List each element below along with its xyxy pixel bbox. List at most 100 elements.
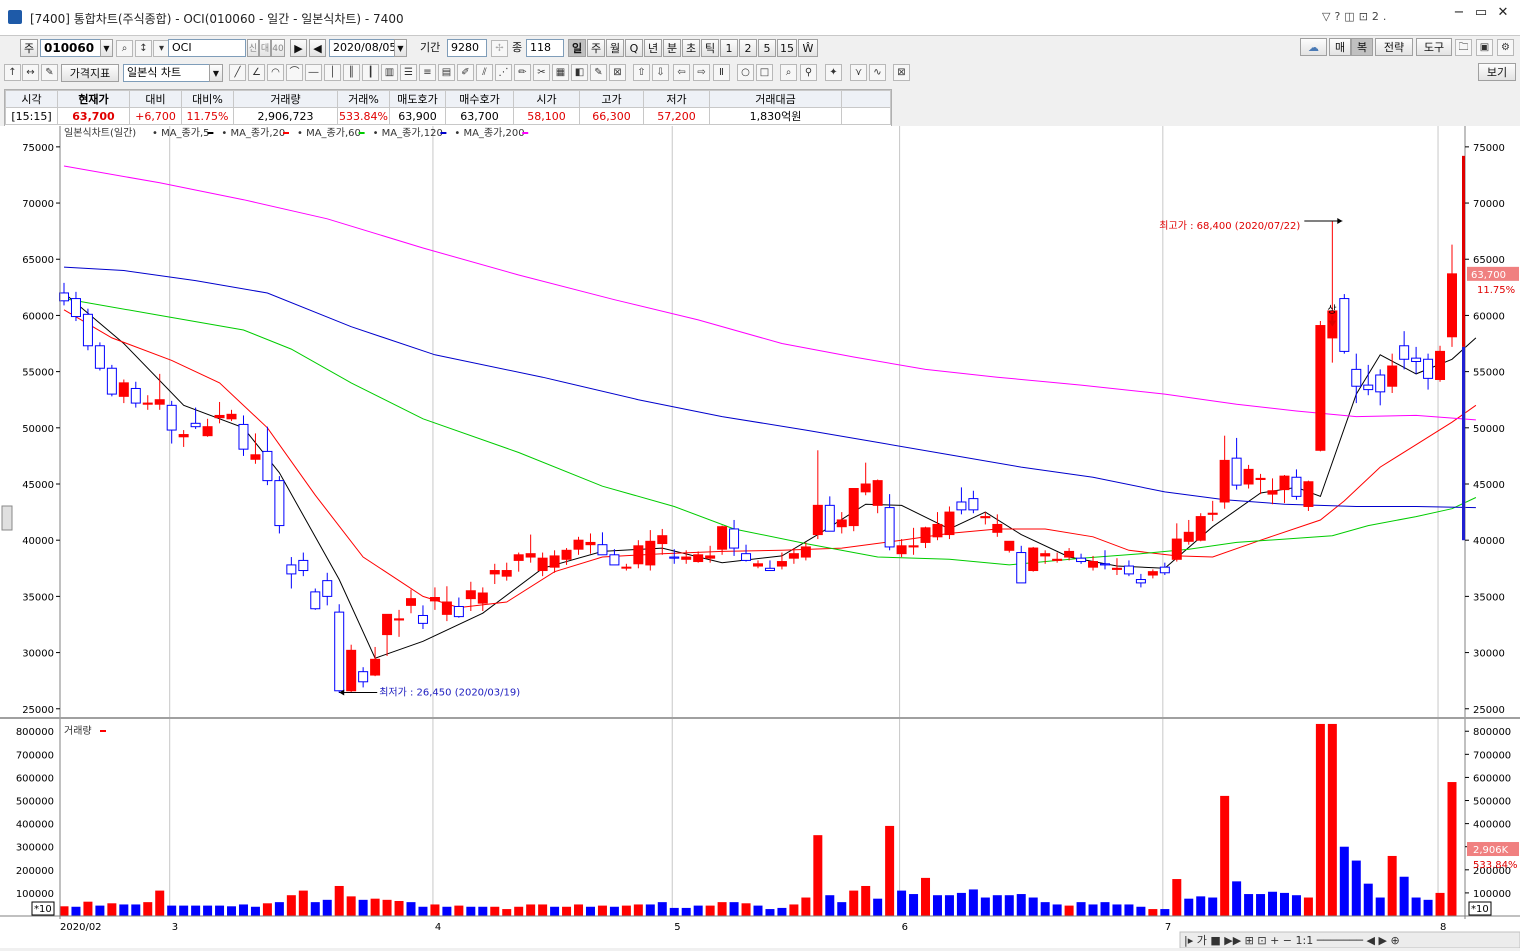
tilt-icon[interactable]: ⋎ xyxy=(850,64,867,81)
volume-bar xyxy=(669,907,679,916)
arrow-up-icon[interactable]: ⇧ xyxy=(633,64,650,81)
volume-bar xyxy=(1208,897,1218,916)
folder-open-icon[interactable]: 🗀 xyxy=(1455,39,1472,56)
period-lines-icon[interactable]: ┃ xyxy=(362,64,379,81)
next-icon[interactable]: ▶ xyxy=(290,39,307,57)
period-year[interactable]: 년 xyxy=(644,39,662,57)
period-quarter[interactable]: Q xyxy=(625,39,643,57)
channel-icon[interactable]: ▤ xyxy=(438,64,455,81)
custom-interval-icon[interactable]: Ŵ xyxy=(798,39,818,57)
buy-button[interactable]: 매 xyxy=(1329,38,1351,56)
brush-icon[interactable]: ✏ xyxy=(514,64,531,81)
interval-1[interactable]: 1 xyxy=(720,39,738,57)
pencil-icon[interactable]: ✐ xyxy=(457,64,474,81)
interval-2[interactable]: 2 xyxy=(739,39,757,57)
interval-5[interactable]: 5 xyxy=(758,39,776,57)
angle-icon[interactable]: ∠ xyxy=(248,64,265,81)
close-icon[interactable]: ✕ xyxy=(1497,5,1509,20)
toolbar-top: 주 010060 ▼ ⌕ ↕ ▾ OCI 신 대 40 ▶ ◀ 2020/08/… xyxy=(0,36,1520,60)
candle-body xyxy=(693,554,704,563)
expand-icon[interactable]: ↔ xyxy=(22,64,39,81)
strategy-button[interactable]: 전략 xyxy=(1375,38,1413,56)
calendar-dropdown-icon[interactable]: ▼ xyxy=(394,39,407,57)
multi-button[interactable]: 복 xyxy=(1351,38,1373,56)
parallel-icon[interactable]: ⫽ xyxy=(476,64,493,81)
chart-area[interactable]: 2020/02 3 4 5 6 7 8 25000 25000 30000 30000 35000 35… xyxy=(0,126,1520,949)
crosshair-icon[interactable]: ✢ xyxy=(491,40,508,57)
volume-bar xyxy=(1172,879,1182,916)
market-select[interactable]: 주 xyxy=(20,39,38,57)
text-icon[interactable]: Ⅱ xyxy=(713,64,730,81)
wave-icon[interactable]: ∿ xyxy=(869,64,886,81)
stock-code-input[interactable]: 010060 xyxy=(40,39,112,57)
zoom-tool-icon[interactable]: ⚲ xyxy=(800,64,817,81)
stock-name-input[interactable]: OCI xyxy=(168,39,246,57)
grid-lines-icon[interactable]: ║ xyxy=(343,64,360,81)
note-icon[interactable]: ✎ xyxy=(590,64,607,81)
period-tick[interactable]: 틱 xyxy=(701,39,719,57)
color-icon[interactable]: ▦ xyxy=(552,64,569,81)
delete-icon[interactable]: ⊠ xyxy=(609,64,626,81)
volume-bar xyxy=(550,906,560,916)
erase-icon[interactable]: ✂ xyxy=(533,64,550,81)
code-dropdown-icon[interactable]: ▼ xyxy=(100,39,113,57)
fan-icon[interactable]: ⌒ xyxy=(286,64,303,81)
period-minute[interactable]: 분 xyxy=(663,39,681,57)
volume-bar xyxy=(1076,902,1086,916)
view-button[interactable]: 보기 xyxy=(1478,63,1516,81)
candle-body xyxy=(1028,547,1039,572)
period-input[interactable]: 9280 xyxy=(447,39,487,57)
candlestick-chart-svg[interactable]: 2020/02 3 4 5 6 7 8 25000 25000 30000 30000 35000 35… xyxy=(0,126,1520,949)
andrews-icon[interactable]: ⋰ xyxy=(495,64,512,81)
fibo-icon[interactable]: ☰ xyxy=(400,64,417,81)
chart-type-select[interactable]: 일본식 차트 xyxy=(123,64,223,82)
sort-icon[interactable]: ↕ xyxy=(135,40,152,57)
maximize-icon[interactable]: ▭ xyxy=(1474,5,1488,20)
price-tick-label-right: 25000 xyxy=(1473,705,1505,716)
cloud-icon[interactable]: ☁ xyxy=(1300,38,1327,56)
upper-limit-arrow-icon xyxy=(1328,315,1337,327)
hline-icon[interactable]: ― xyxy=(305,64,322,81)
edit-icon[interactable]: ✎ xyxy=(41,64,58,81)
prev-icon[interactable]: ◀ xyxy=(309,39,326,57)
period-week[interactable]: 주 xyxy=(587,39,605,57)
period-month[interactable]: 월 xyxy=(606,39,624,57)
retrace-icon[interactable]: ≡ xyxy=(419,64,436,81)
vline-icon[interactable]: │ xyxy=(324,64,341,81)
interval-15[interactable]: 15 xyxy=(777,39,797,57)
search-icon[interactable]: ⌕ xyxy=(116,40,133,57)
candle-body xyxy=(1351,368,1362,387)
style-icon[interactable]: ◧ xyxy=(571,64,588,81)
rect-icon[interactable]: □ xyxy=(756,64,773,81)
arrow-left-icon[interactable]: ⇦ xyxy=(673,64,690,81)
save-icon[interactable]: ▣ xyxy=(1476,39,1493,56)
settings-icon[interactable]: ⚙ xyxy=(1497,39,1514,56)
arrow-right-icon[interactable]: ⇨ xyxy=(693,64,710,81)
candle-body xyxy=(226,413,237,420)
circle-icon[interactable]: ○ xyxy=(737,64,754,81)
trendline-icon[interactable]: ╱ xyxy=(229,64,246,81)
volume-bar xyxy=(1303,897,1313,916)
zoom-icon[interactable]: ⌕ xyxy=(780,64,797,81)
period-second[interactable]: 초 xyxy=(682,39,700,57)
remove-drawing-icon[interactable]: ⊠ xyxy=(893,64,910,81)
indicator-button[interactable]: 가격지표 xyxy=(61,64,119,82)
volume-bar xyxy=(430,904,440,916)
minimize-icon[interactable]: − xyxy=(1453,5,1465,20)
bars-icon[interactable]: ▥ xyxy=(381,64,398,81)
volume-bar xyxy=(394,900,404,916)
volume-bar xyxy=(1196,896,1206,916)
period-day[interactable]: 일 xyxy=(568,39,586,57)
arc-icon[interactable]: ◠ xyxy=(267,64,284,81)
volume-bar xyxy=(562,906,572,916)
arrow-down-icon[interactable]: ⇩ xyxy=(652,64,669,81)
title-tool-icons[interactable]: ▽?◫⊡2. xyxy=(1322,10,1391,23)
candle-body xyxy=(441,601,452,615)
candle-body xyxy=(705,555,716,559)
mark-icon[interactable]: ✦ xyxy=(825,64,842,81)
up-arrow-icon[interactable]: ↑ xyxy=(4,64,21,81)
chart-type-dropdown-icon[interactable]: ▼ xyxy=(209,64,223,82)
candle-body xyxy=(657,535,668,545)
tools-button[interactable]: 도구 xyxy=(1416,38,1452,56)
count-input[interactable]: 118 xyxy=(526,39,564,57)
